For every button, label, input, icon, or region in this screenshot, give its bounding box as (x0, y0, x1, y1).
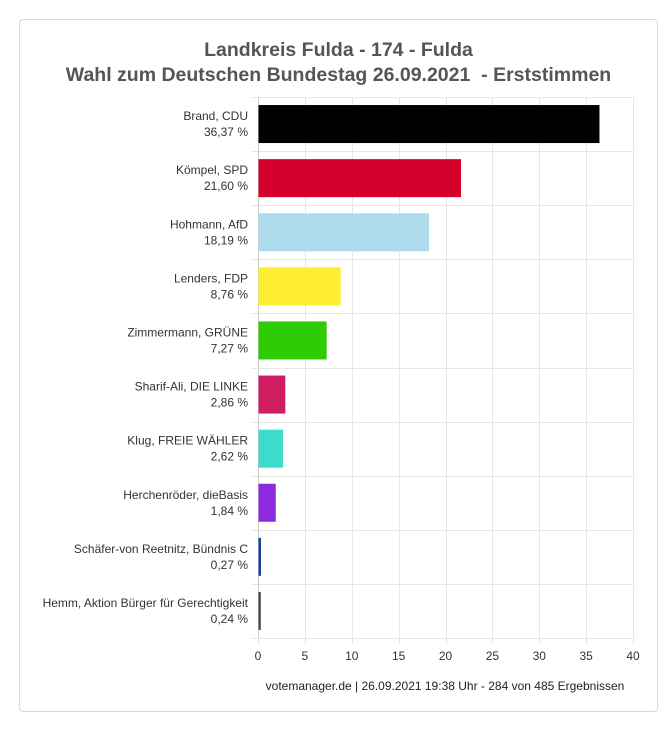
category-value-9: 0,24 % (211, 612, 249, 626)
category-name-4: Zimmermann, GRÜNE (127, 325, 248, 339)
x-tick-label-7: 35 (579, 649, 593, 663)
bar-9[interactable] (258, 591, 261, 630)
x-tick-label-8: 40 (626, 649, 640, 663)
x-tick-label-6: 30 (533, 649, 547, 663)
bar-7[interactable] (258, 483, 276, 522)
category-value-7: 1,84 % (211, 504, 249, 518)
x-tick-label-5: 25 (486, 649, 500, 663)
category-label-9: Hemm, Aktion Bürger für Gerechtigkeit 0,2… (43, 596, 249, 626)
category-value-4: 7,27 % (211, 341, 249, 355)
category-label-8: Schäfer-von Reetnitz, Bündnis C 0,27 % (74, 542, 248, 572)
x-tick-label-3: 15 (392, 649, 406, 663)
category-name-5: Sharif-Ali, DIE LINKE (135, 380, 248, 394)
category-name-0: Brand, CDU (183, 109, 248, 123)
category-name-1: Kömpel, SPD (176, 163, 248, 177)
chart-footer: votemanager.de | 26.09.2021 19:38 Uhr - … (265, 679, 625, 693)
category-value-1: 21,60 % (204, 179, 248, 193)
category-name-3: Lenders, FDP (174, 271, 248, 285)
bar-4[interactable] (258, 321, 327, 360)
chart-title-line1: Landkreis Fulda - 174 - Fulda (204, 39, 473, 61)
category-label-2: Hohmann, AfD 18,19 % (170, 217, 248, 247)
category-label-0: Brand, CDU 36,37 % (183, 109, 248, 139)
bar-0[interactable] (258, 105, 600, 144)
bar-6[interactable] (258, 429, 284, 468)
bar-8[interactable] (258, 537, 262, 576)
category-value-8: 0,27 % (211, 558, 249, 572)
category-value-0: 36,37 % (204, 125, 248, 139)
category-label-7: Herchenröder, dieBasis 1,84 % (123, 488, 248, 518)
bar-3[interactable] (258, 267, 341, 306)
category-name-6: Klug, FREIE WÄHLER (127, 434, 248, 448)
chart-title-line2: Wahl zum Deutschen Bundestag 26.09.2021 … (65, 64, 612, 86)
bar-2[interactable] (258, 213, 430, 252)
category-label-4: Zimmermann, GRÜNE 7,27 % (127, 325, 248, 355)
category-name-8: Schäfer-von Reetnitz, Bündnis C (74, 542, 248, 556)
category-label-5: Sharif-Ali, DIE LINKE 2,86 % (135, 380, 249, 410)
category-value-2: 18,19 % (204, 233, 248, 247)
bar-1[interactable] (258, 159, 462, 198)
category-name-7: Herchenröder, dieBasis (123, 488, 248, 502)
category-label-1: Kömpel, SPD 21,60 % (176, 163, 248, 193)
x-tick-label-2: 10 (345, 649, 359, 663)
category-value-5: 2,86 % (211, 396, 249, 410)
x-tick-label-0: 0 (255, 649, 262, 663)
bar-5[interactable] (258, 375, 286, 414)
x-tick-label-1: 5 (302, 649, 309, 663)
category-label-3: Lenders, FDP 8,76 % (174, 271, 248, 301)
category-value-6: 2,62 % (211, 450, 249, 464)
category-name-9: Hemm, Aktion Bürger für Gerechtigkeit (43, 596, 249, 610)
x-tick-label-4: 20 (439, 649, 453, 663)
category-label-6: Klug, FREIE WÄHLER 2,62 % (127, 434, 248, 464)
category-name-2: Hohmann, AfD (170, 217, 248, 231)
category-value-3: 8,76 % (211, 287, 249, 301)
